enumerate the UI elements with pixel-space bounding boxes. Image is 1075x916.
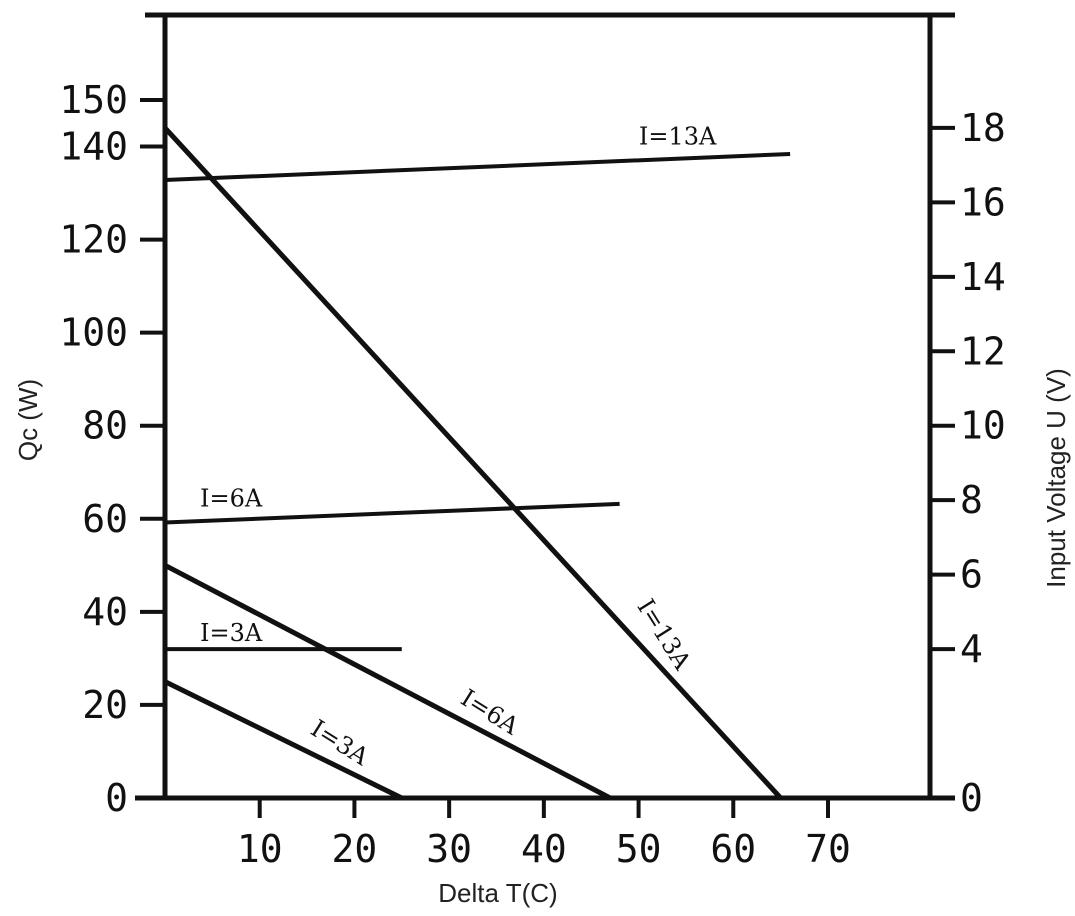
series-label-u-i13a: I=13A [639, 123, 717, 151]
y-left-tick-label: 60 [82, 497, 128, 541]
series-label-qc-i6a: I=6A [456, 684, 524, 741]
y-left-tick-label: 20 [82, 683, 128, 727]
series-label-u-i3a: I=3A [200, 619, 263, 647]
y-left-tick-label: 150 [59, 78, 128, 122]
y-axis-left-title: Qc (W) [13, 379, 43, 461]
x-axis-title: Delta T(C) [438, 878, 557, 908]
y-left-tick-label: 80 [82, 404, 128, 448]
x-tick-label: 70 [805, 827, 851, 871]
y-axis-right-title: Input Voltage U (V) [1041, 368, 1071, 588]
y-right-tick-label: 4 [960, 627, 983, 671]
series-label-qc-i3a: I=3A [306, 714, 374, 771]
y-right-tick-label: 6 [960, 553, 983, 597]
series-line-qc-i13a [163, 126, 783, 800]
y-left-tick-label: 100 [59, 311, 128, 355]
y-left-tick-label: 40 [82, 590, 128, 634]
series-line-u-i13a [164, 151, 791, 183]
x-tick-label: 10 [237, 827, 283, 871]
x-tick-label: 60 [710, 827, 756, 871]
y-right-tick-label: 12 [960, 329, 1006, 373]
plot-frame [135, 12, 955, 801]
y-right-tick-label: 8 [960, 478, 983, 522]
x-tick-label: 30 [426, 827, 472, 871]
y-left-tick-label: 0 [105, 776, 128, 820]
series-label-qc-i13a: I=13A [632, 594, 697, 675]
series-line-u-i6a [164, 501, 620, 525]
series-label-u-i6a: I=6A [200, 485, 263, 513]
y-right-tick-label: 14 [960, 255, 1006, 299]
y-left-tick-label: 120 [59, 218, 128, 262]
y-left-tick-label: 140 [59, 125, 128, 169]
x-tick-label: 40 [521, 827, 567, 871]
series-lines [163, 126, 791, 801]
series-line-qc-i3a [163, 679, 403, 801]
series-line-qc-i6a [163, 563, 612, 801]
y-right-tick-label: 0 [960, 776, 983, 820]
x-tick-label: 20 [332, 827, 378, 871]
y-right-tick-label: 18 [960, 106, 1006, 150]
x-tick-label: 50 [616, 827, 662, 871]
y-right-tick-label: 10 [960, 404, 1006, 448]
y-right-tick-label: 16 [960, 180, 1006, 224]
